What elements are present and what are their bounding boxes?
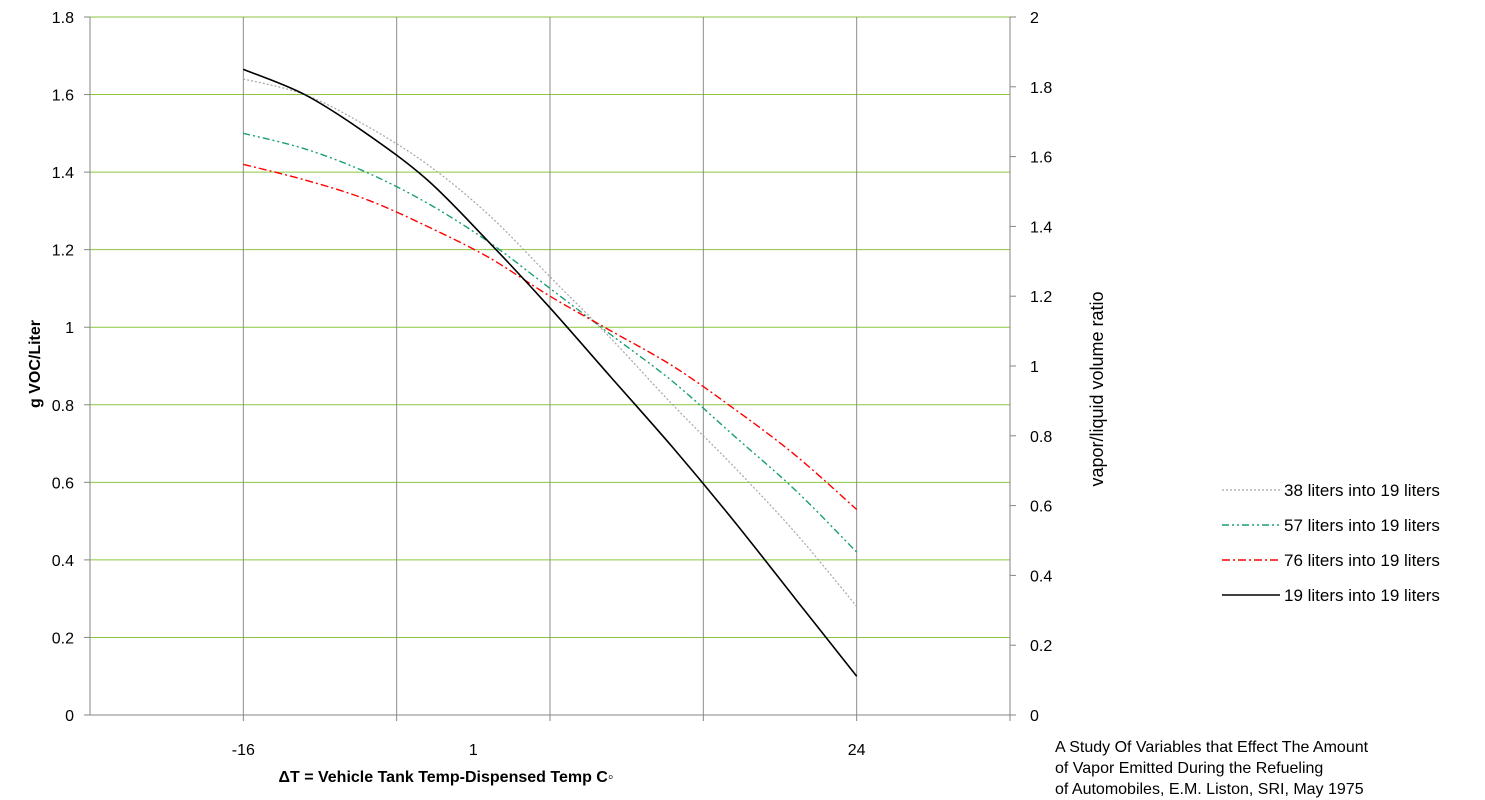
y-tick-label: 1 — [65, 320, 74, 337]
y2-tick-label: 2 — [1030, 10, 1039, 27]
y-tick-label: 1.6 — [52, 88, 74, 105]
axes — [84, 16, 1016, 721]
series-line-4 — [242, 68, 858, 677]
y-tick-label: 0.2 — [52, 630, 74, 647]
y2-tick-label: 1 — [1030, 359, 1039, 376]
legend-label-4: 19 liters into 19 liters — [1284, 586, 1440, 605]
y2-tick-label: 1.4 — [1030, 219, 1052, 236]
series-lines — [242, 68, 858, 677]
y2-tick-label: 0.6 — [1030, 499, 1052, 516]
y2-tick-label: 0.4 — [1030, 568, 1052, 585]
y2-tick-label: 0 — [1030, 708, 1039, 725]
y2-tick-label: 0.2 — [1030, 638, 1052, 655]
y-tick-label: 1.4 — [52, 165, 74, 182]
source-note-line-1: A Study Of Variables that Effect The Amo… — [1055, 739, 1369, 756]
y-axis-title: g VOC/Liter — [27, 320, 44, 408]
legend: 38 liters into 19 liters 57 liters into 1… — [1222, 481, 1440, 605]
tick-labels: 0 0.2 0.4 0.6 0.8 1 1.2 1.4 1.6 1.8 0 0.2 0.4 0.6 0.8 1… — [52, 10, 1053, 759]
y2-axis-title: vapor/liquid volume ratio — [1087, 291, 1107, 486]
y-tick-label: 0.4 — [52, 553, 74, 570]
x-tick-label: -16 — [232, 742, 255, 759]
y-tick-label: 1.2 — [52, 243, 74, 260]
y2-tick-label: 1.8 — [1030, 80, 1052, 97]
y-tick-label: 0 — [65, 708, 74, 725]
source-note-line-3: of Automobiles, E.M. Liston, SRI, May 19… — [1055, 781, 1364, 798]
series-line-1 — [243, 78, 858, 607]
y-tick-label: 0.8 — [52, 398, 74, 415]
x-tick-label: 1 — [469, 742, 478, 759]
x-axis-title: ΔT = Vehicle Tank Temp-Dispensed Temp C◦ — [278, 769, 613, 786]
y-tick-label: 0.6 — [52, 475, 74, 492]
legend-label-2: 57 liters into 19 liters — [1284, 516, 1440, 535]
grid — [90, 16, 1010, 715]
y2-tick-label: 1.2 — [1030, 289, 1052, 306]
series-line-3 — [243, 163, 858, 511]
legend-label-3: 76 liters into 19 liters — [1284, 551, 1440, 570]
series-line-2 — [243, 132, 858, 553]
legend-label-1: 38 liters into 19 liters — [1284, 481, 1440, 500]
source-note-line-2: of Vapor Emitted During the Refueling — [1055, 760, 1324, 777]
x-tick-label: 24 — [848, 742, 866, 759]
y2-tick-label: 0.8 — [1030, 429, 1052, 446]
y-tick-label: 1.8 — [52, 10, 74, 27]
y2-tick-label: 1.6 — [1030, 150, 1052, 167]
